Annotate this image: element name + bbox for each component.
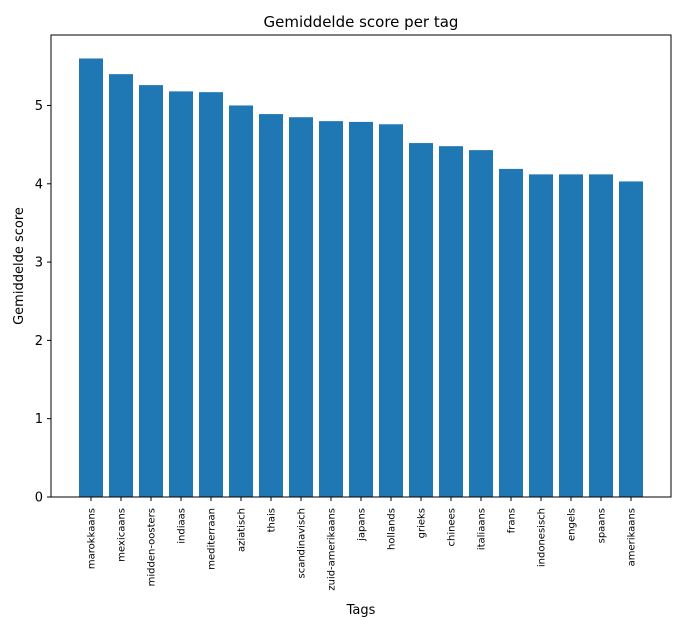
bar-zuid-amerikaans: [319, 121, 343, 497]
x-tick-label: amerikaans: [627, 508, 638, 566]
bar-scandinavisch: [289, 117, 313, 497]
x-tick-label: mediterraan: [207, 508, 218, 570]
x-axis: marokkaans mexicaans midden-oosters indiaas…: [87, 497, 638, 591]
x-tick-label: scandinavisch: [297, 508, 308, 579]
x-tick-label: chinees: [447, 508, 458, 546]
x-tick-label: grieks: [417, 508, 428, 538]
y-axis: 0 1 2 3 4 5: [35, 99, 51, 506]
bar-mediterraan: [199, 92, 223, 497]
x-tick-label: zuid-amerikaans: [327, 508, 338, 591]
bar-amerikaans: [619, 181, 643, 497]
bar-spaans: [589, 174, 613, 497]
bar-thais: [259, 114, 283, 497]
bar-italiaans: [469, 150, 493, 498]
x-tick-label: marokkaans: [87, 508, 98, 569]
bar-engels: [559, 174, 583, 497]
chart-title: Gemiddelde score per tag: [264, 13, 459, 31]
x-tick-label: frans: [507, 508, 518, 533]
x-tick-label: thais: [267, 508, 278, 532]
x-axis-label: Tags: [346, 603, 376, 618]
bar-aziatisch: [229, 105, 253, 497]
x-tick-label: aziatisch: [237, 508, 248, 552]
bar-midden-oosters: [139, 85, 163, 498]
bar-chinees: [439, 146, 463, 497]
y-axis-label: Gemiddelde score: [12, 207, 27, 325]
y-tick-label: 2: [35, 334, 43, 349]
y-tick-label: 5: [35, 99, 43, 114]
y-tick-label: 4: [35, 177, 43, 192]
x-tick-label: indiaas: [177, 508, 188, 544]
bar-grieks: [409, 143, 433, 497]
x-tick-label: italiaans: [477, 508, 488, 550]
y-tick-label: 1: [35, 412, 43, 427]
x-tick-label: hollands: [387, 508, 398, 550]
plot-frame: [50, 34, 672, 498]
bar-frans: [499, 168, 523, 497]
bar-hollands: [379, 124, 403, 498]
bars-group: [79, 58, 643, 498]
x-tick-label: midden-oosters: [147, 508, 158, 586]
x-tick-label: japans: [357, 508, 368, 542]
x-tick-label: engels: [567, 508, 578, 541]
x-tick-label: indonesisch: [537, 508, 548, 567]
bar-japans: [349, 121, 373, 498]
bar-indonesisch: [529, 174, 553, 497]
x-tick-label: spaans: [597, 508, 608, 543]
y-tick-label: 0: [35, 491, 43, 506]
y-tick-label: 3: [35, 256, 43, 271]
bar-marokkaans: [79, 58, 103, 498]
bar-indiaas: [169, 91, 193, 497]
bar-mexicaans: [109, 74, 133, 498]
x-tick-label: mexicaans: [117, 508, 128, 562]
